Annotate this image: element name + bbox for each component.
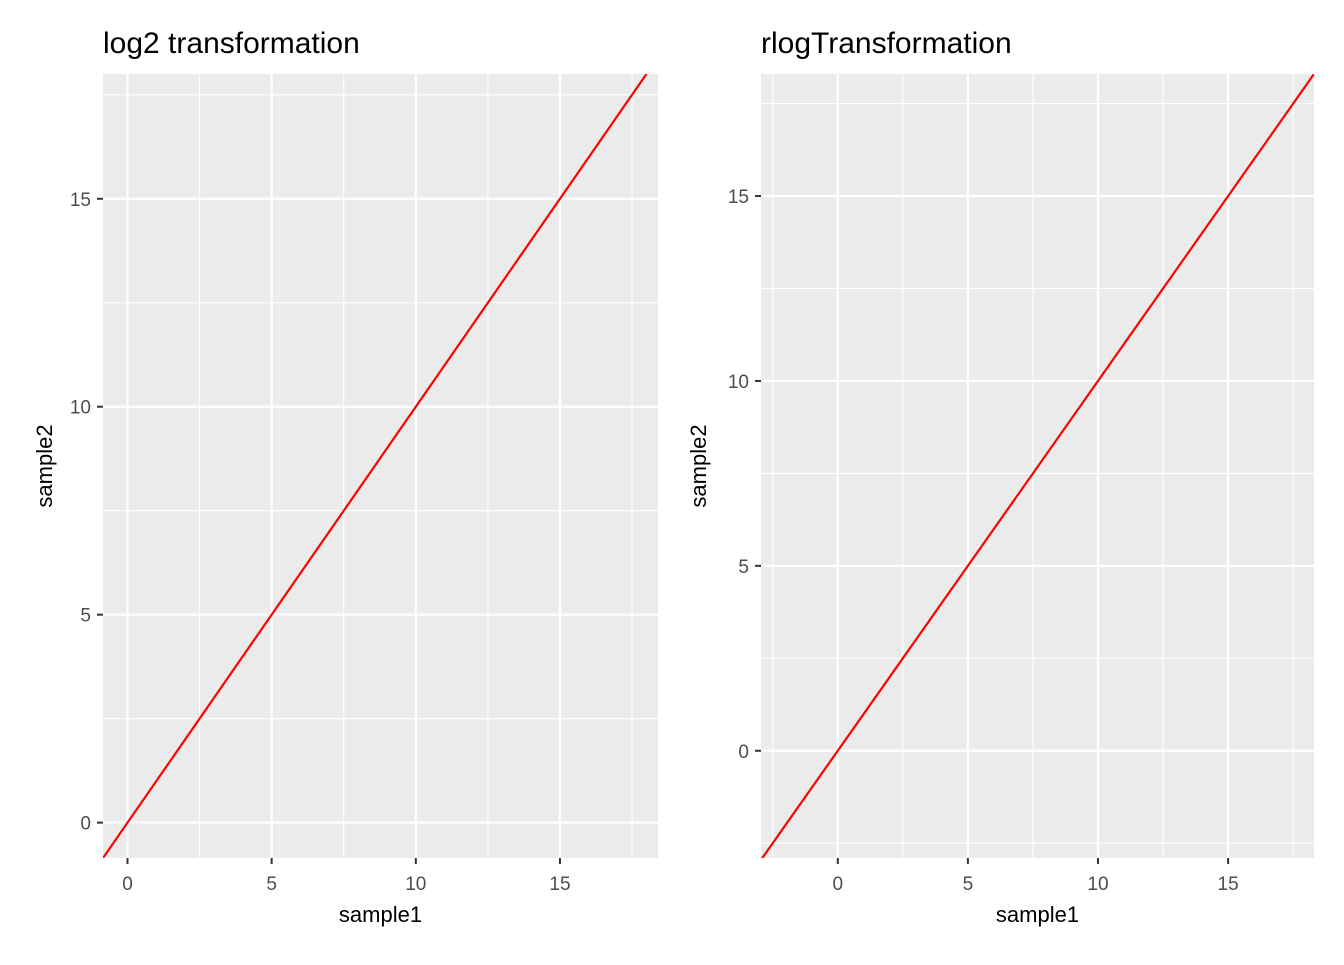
- x-tick-label: 0: [122, 874, 133, 895]
- x-tick-label: 15: [549, 874, 570, 895]
- x-axis-title: sample1: [996, 902, 1079, 927]
- x-tick-label: 10: [405, 874, 426, 895]
- y-axis-title: sample2: [32, 424, 57, 507]
- x-tick-label: 5: [266, 874, 277, 895]
- y-tick-label: 15: [70, 190, 91, 211]
- chart-title: rlogTransformation: [761, 27, 1012, 60]
- x-tick-label: 15: [1218, 874, 1239, 895]
- series-line: [761, 74, 1314, 858]
- x-tick-label: 5: [963, 874, 974, 895]
- y-tick-label: 15: [728, 187, 749, 208]
- chart-title: log2 transformation: [103, 27, 360, 60]
- series-line: [103, 74, 648, 858]
- y-tick-label: 10: [70, 398, 91, 419]
- y-tick-label: 5: [80, 606, 91, 627]
- y-tick-label: 5: [738, 557, 749, 578]
- panel-1: 0 5 10 15 0 5 10 15 log2 transformation sample1 sa…: [32, 27, 658, 927]
- x-axis-title: sample1: [339, 902, 422, 927]
- x-tick-label: 10: [1087, 874, 1108, 895]
- y-axis-title: sample2: [686, 424, 711, 507]
- y-tick-label: 10: [728, 372, 749, 393]
- y-tick-label: 0: [738, 742, 749, 763]
- y-tick-label: 0: [80, 814, 91, 835]
- x-tick-label: 0: [832, 874, 843, 895]
- plot-background: [103, 74, 658, 858]
- panel-2: 0 5 10 15 0 5 10 15 rlogTransformation sample1 sam…: [686, 27, 1314, 927]
